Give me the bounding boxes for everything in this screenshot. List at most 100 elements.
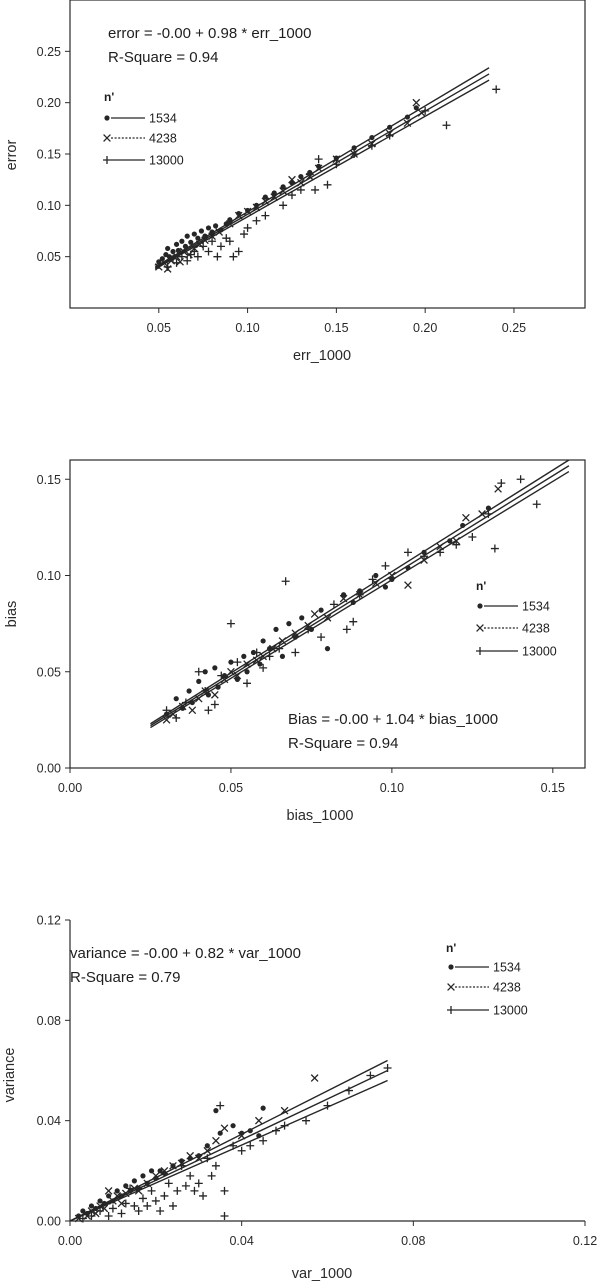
data-point — [323, 613, 332, 622]
data-point — [170, 248, 176, 255]
data-point — [190, 247, 199, 256]
legend-marker — [448, 964, 454, 970]
chart-panel-3: 0.00 0.04 0.08 0.12 0.00 0.04 0.08 0.12 var_1000… — [2, 914, 597, 1282]
data-point — [332, 155, 341, 163]
x-tick-label: 0.10 — [380, 781, 404, 795]
data-point — [196, 678, 202, 684]
data-point — [78, 1214, 87, 1223]
data-point — [350, 599, 356, 606]
data-point — [203, 1146, 212, 1155]
data-point — [383, 1063, 392, 1072]
legend-label: 4238 — [493, 981, 521, 995]
data-point — [229, 1141, 238, 1150]
data-point — [194, 1154, 203, 1163]
y-tick-label: 0.20 — [37, 96, 61, 110]
legend-marker — [103, 134, 111, 142]
regression-annotation: R-Square = 0.94 — [288, 735, 399, 752]
legend-label: 4238 — [522, 622, 550, 636]
legend-marker — [476, 647, 484, 655]
data-point — [205, 225, 212, 231]
data-point — [199, 1191, 208, 1200]
data-point — [436, 548, 445, 557]
x-axis-label: err_1000 — [293, 348, 351, 364]
data-point — [460, 522, 466, 529]
data-point — [243, 660, 251, 668]
data-point — [188, 706, 197, 715]
data-point — [163, 262, 172, 271]
data-point — [223, 221, 229, 227]
data-point — [213, 252, 222, 261]
data-point — [173, 1186, 182, 1195]
data-point — [484, 509, 493, 518]
data-point — [252, 656, 261, 665]
data-point — [173, 696, 179, 702]
data-point — [191, 231, 197, 237]
data-point — [228, 659, 234, 665]
data-point — [237, 1146, 246, 1155]
data-point — [280, 184, 286, 190]
data-point — [183, 256, 192, 265]
data-point — [340, 592, 347, 598]
data-point — [272, 1126, 280, 1135]
data-point — [297, 178, 305, 187]
data-point — [213, 223, 219, 229]
data-point — [199, 242, 208, 251]
data-point — [405, 565, 411, 571]
x-tick-label: 0.04 — [229, 1234, 253, 1248]
legend-title: n' — [476, 579, 486, 593]
data-point — [261, 211, 270, 220]
fit-line-4238 — [154, 73, 490, 269]
data-point — [188, 239, 194, 245]
data-point — [233, 671, 242, 680]
data-point — [212, 1136, 220, 1145]
data-point — [329, 600, 338, 609]
legend-label: 4238 — [149, 132, 177, 146]
data-point — [227, 667, 235, 676]
y-tick-label: 0.04 — [37, 1114, 61, 1128]
y-tick-label: 0.00 — [37, 1215, 61, 1229]
data-point — [169, 1161, 177, 1170]
data-point — [262, 194, 268, 200]
data-point — [169, 254, 177, 263]
data-point — [233, 658, 242, 667]
y-tick-label: 0.25 — [37, 45, 61, 59]
data-point — [252, 648, 261, 657]
y-axis-label: error — [4, 140, 20, 171]
legend-title: n' — [446, 941, 456, 955]
chart-panel-1: 0.05 0.10 0.15 0.20 0.25 0.05 0.10 0.15 0.20 0.25… — [4, 0, 586, 364]
y-tick-label: 0.15 — [37, 148, 61, 162]
data-point — [213, 1108, 219, 1114]
data-point — [342, 625, 351, 634]
data-point — [373, 572, 379, 579]
data-point — [229, 252, 238, 261]
data-point — [279, 653, 286, 659]
data-point — [210, 700, 219, 709]
data-point — [243, 223, 252, 232]
data-point — [87, 1211, 96, 1220]
data-point — [162, 716, 171, 724]
legend-marker — [447, 983, 455, 991]
data-point — [388, 571, 396, 580]
data-point — [186, 1151, 195, 1160]
data-point — [134, 1206, 143, 1215]
data-point — [421, 106, 430, 115]
data-point — [494, 485, 502, 493]
data-point — [227, 217, 233, 223]
data-point — [184, 233, 190, 239]
x-tick-label: 0.25 — [502, 321, 526, 335]
data-point — [230, 1123, 236, 1129]
data-point — [131, 1178, 137, 1184]
y-tick-label: 0.08 — [37, 1014, 61, 1028]
data-point — [447, 538, 453, 544]
series-1534 — [75, 1105, 266, 1219]
regression-annotation: error = -0.00 + 0.98 * err_1000 — [108, 25, 311, 42]
y-tick-label: 0.10 — [37, 199, 61, 213]
data-point — [87, 1207, 96, 1215]
y-tick-label: 0.15 — [37, 473, 61, 487]
data-point — [88, 1203, 95, 1209]
data-point — [452, 540, 461, 549]
data-point — [234, 247, 243, 256]
data-point — [268, 644, 277, 653]
legend: n' 1534 4238 13000 — [103, 90, 184, 168]
